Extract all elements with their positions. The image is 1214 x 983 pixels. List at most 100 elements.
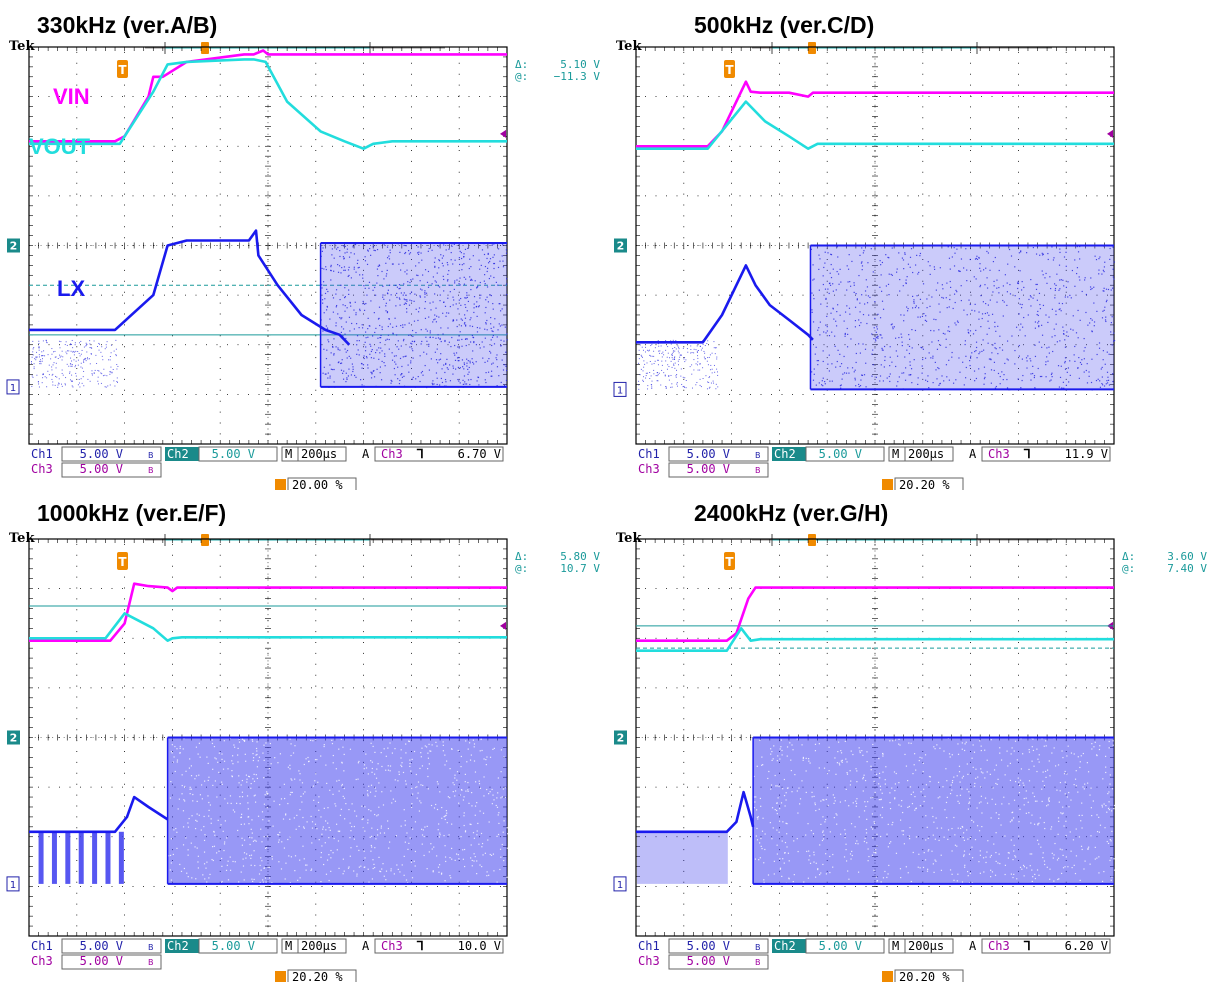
lx-noise-dot <box>757 818 759 820</box>
lx-noise-dot <box>227 879 230 881</box>
lx-noise-dot <box>432 276 435 278</box>
lx-noise-dot <box>676 383 678 385</box>
lx-noise-dot <box>497 329 499 331</box>
lx-noise-dot <box>490 327 492 330</box>
lx-noise-dot <box>979 351 981 353</box>
lx-noise-dot <box>420 252 422 254</box>
lx-noise-dot <box>432 321 434 323</box>
lx-noise-dot <box>984 376 986 379</box>
lx-noise-dot <box>393 355 396 357</box>
trigger-position-marker-label: T <box>725 63 734 77</box>
lx-noise-dot <box>1094 255 1096 257</box>
lx-noise-dot <box>829 272 831 274</box>
lx-noise-dot <box>71 385 73 387</box>
lx-noise-dot <box>680 354 682 356</box>
lx-noise-dot <box>942 332 944 335</box>
lx-noise-dot <box>322 372 324 374</box>
lx-noise-dot <box>1054 842 1056 845</box>
lx-noise-dot <box>923 312 925 315</box>
lx-noise-dot <box>47 370 49 372</box>
lx-noise-dot <box>207 779 209 782</box>
lx-noise-dot <box>176 831 178 833</box>
lx-noise-dot <box>424 292 426 294</box>
lx-noise-dot <box>343 770 345 772</box>
lx-noise-dot <box>860 262 863 264</box>
lx-noise-dot <box>466 294 468 296</box>
lx-noise-dot <box>332 311 334 313</box>
lx-noise-dot <box>895 350 897 352</box>
lx-noise-dot <box>410 279 412 281</box>
lx-noise-dot <box>104 386 106 388</box>
lx-noise-dot <box>1077 367 1079 369</box>
lx-noise-dot <box>473 341 475 344</box>
lx-noise-dot <box>967 329 969 331</box>
lx-noise-dot <box>52 364 54 366</box>
lx-noise-dot <box>1020 250 1022 252</box>
lx-noise-dot <box>1056 341 1058 343</box>
lx-noise-dot <box>643 360 645 362</box>
lx-noise-dot <box>830 263 832 266</box>
lx-noise-dot <box>879 814 882 816</box>
lx-noise-dot <box>711 352 713 354</box>
lx-noise-dot <box>325 820 327 822</box>
lx-noise-dot <box>416 786 418 788</box>
lx-noise-dot <box>717 386 719 388</box>
lx-noise-dot <box>1048 800 1050 802</box>
lx-noise-dot <box>329 789 331 791</box>
lx-noise-dot <box>673 357 675 359</box>
lx-noise-dot <box>85 357 87 359</box>
lx-noise-dot <box>327 377 329 379</box>
lx-noise-dot <box>861 750 863 752</box>
lx-noise-dot <box>676 382 678 384</box>
lx-noise-dot <box>52 373 54 375</box>
lx-noise-dot <box>449 380 452 382</box>
lx-noise-dot <box>484 274 486 276</box>
lx-noise-dot <box>871 813 874 815</box>
lx-noise-dot <box>1028 748 1030 751</box>
lx-noise-dot <box>89 343 91 345</box>
lx-noise-dot <box>356 335 359 337</box>
lx-noise-dot <box>342 256 345 258</box>
lx-noise-dot <box>1101 366 1103 369</box>
lx-noise-dot <box>94 369 96 371</box>
lx-noise-dot <box>958 270 960 272</box>
lx-noise-dot <box>362 274 364 276</box>
lx-noise-dot <box>472 832 475 834</box>
lx-noise-dot <box>829 284 832 286</box>
lx-noise-dot <box>335 346 337 348</box>
lx-noise-dot <box>983 349 985 351</box>
lx-noise-dot <box>844 335 846 337</box>
lx-noise-dot <box>469 823 471 825</box>
lx-noise-dot <box>78 352 80 354</box>
lx-noise-dot <box>435 321 438 323</box>
lx-noise-dot <box>372 370 374 372</box>
lx-noise-dot <box>1030 305 1032 307</box>
lx-noise-dot <box>980 795 983 797</box>
lx-noise-dot <box>1105 320 1107 323</box>
lx-noise-dot <box>494 318 496 320</box>
lx-noise-dot <box>363 355 365 357</box>
lx-noise-dot <box>870 826 872 828</box>
lx-noise-dot <box>673 358 675 360</box>
lx-noise-dot <box>310 869 312 871</box>
lx-noise-dot <box>346 378 348 381</box>
lx-noise-dot <box>490 275 492 277</box>
lx-noise-dot <box>864 348 867 350</box>
lx-noise-dot <box>986 250 988 253</box>
lx-noise-dot <box>911 329 913 331</box>
lx-noise-dot <box>472 255 474 257</box>
ch1-bw-icon: B <box>148 451 154 460</box>
lx-noise-dot <box>903 843 905 845</box>
lx-noise-dot <box>1042 856 1044 859</box>
lx-noise-dot <box>95 354 97 356</box>
lx-noise-dot <box>662 351 664 353</box>
lx-noise-dot <box>839 353 841 355</box>
ch1-ground-marker <box>613 381 627 397</box>
lx-noise-dot <box>82 376 84 378</box>
lx-noise-dot <box>75 350 77 352</box>
lx-noise-dot <box>837 256 839 258</box>
lx-noise-dot <box>31 362 33 364</box>
lx-noise-dot <box>1067 335 1069 337</box>
lx-noise-dot <box>1042 274 1044 276</box>
lx-noise-dot <box>32 376 34 378</box>
